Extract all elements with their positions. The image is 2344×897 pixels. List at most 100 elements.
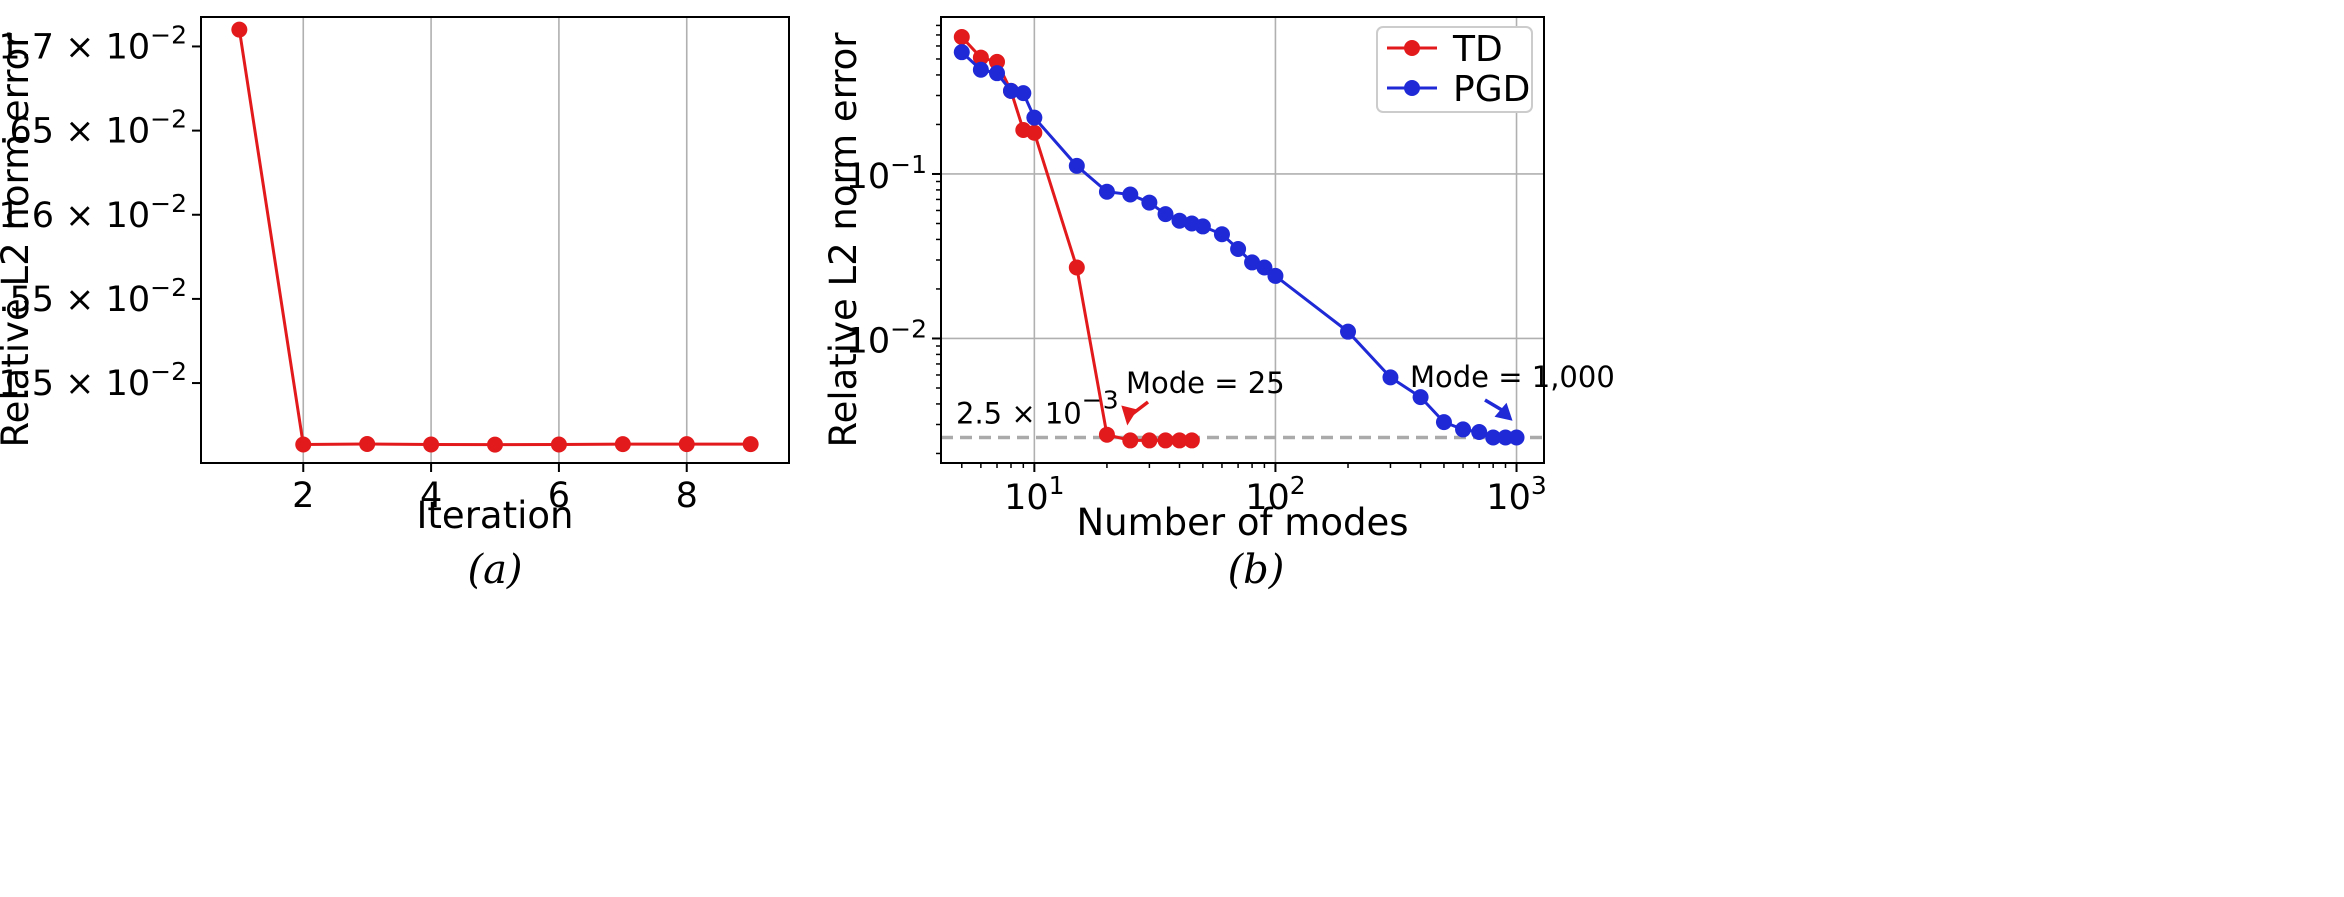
b-data-point-TD-7: [989, 53, 1006, 70]
b-data-point-PGD-25: [1122, 186, 1139, 203]
a-data-point-TD-2: [295, 436, 312, 453]
b-ytick-label-0.1: 10−1: [846, 150, 927, 197]
a-xtick-label-8: 8: [676, 476, 698, 516]
b-xtick-label-100-base: 10: [1245, 478, 1290, 518]
b-xtick-label-1000-exp: 3: [1531, 471, 1547, 500]
b-data-point-PGD-15: [1068, 157, 1085, 174]
b-data-point-PGD-7: [989, 65, 1006, 82]
a-ytick-label-0-base: 1.5 × 10: [0, 364, 150, 404]
b-data-point-PGD-50: [1194, 218, 1211, 235]
b-ytick-label-0.01-base: 10: [846, 321, 891, 361]
b-data-point-PGD-8: [1002, 82, 1019, 99]
a-ytick-label-2-base: 1.6 × 10: [0, 196, 150, 236]
b-data-point-PGD-10: [1026, 109, 1043, 126]
b-data-point-PGD-30: [1141, 194, 1158, 211]
b-plot-frame: [940, 16, 1545, 464]
a-ytick-label-0-exp: −2: [150, 357, 187, 386]
b-data-point-PGD-60: [1213, 226, 1230, 243]
a-ytick-label-3-exp: −2: [150, 105, 187, 134]
b-legend-label-PGD: PGD: [1453, 69, 1530, 110]
a-data-point-TD-4: [423, 436, 440, 453]
a-x-axis-label: Iteration: [417, 494, 574, 537]
b-data-point-PGD-100: [1267, 267, 1284, 284]
b-data-point-PGD-9: [1015, 85, 1032, 102]
a-plot-frame: [200, 16, 790, 464]
b-data-point-PGD-200: [1340, 323, 1357, 340]
b-data-point-PGD-800: [1485, 429, 1502, 446]
b-ytick-label-0.1-base: 10: [846, 157, 891, 197]
a-data-point-TD-8: [678, 436, 695, 453]
b-data-point-TD-30: [1141, 432, 1158, 449]
b-data-point-PGD-400: [1412, 389, 1429, 406]
b-ytick-label-0.01-exp: −2: [890, 314, 927, 343]
b-data-point-TD-35: [1157, 432, 1174, 449]
b-data-point-PGD-700: [1471, 424, 1488, 441]
a-data-point-TD-9: [742, 436, 759, 453]
b-x-axis-label: Number of modes: [1076, 501, 1408, 544]
b-xtick-label-10: 101: [1004, 471, 1064, 518]
b-data-point-TD-25: [1122, 432, 1139, 449]
b-data-point-PGD-35: [1157, 206, 1174, 223]
b-caption: (b): [1228, 547, 1285, 593]
b-data-point-TD-5: [953, 29, 970, 46]
b-data-point-PGD-70: [1230, 240, 1247, 257]
a-ytick-label-3-base: 1.65 × 10: [0, 112, 150, 152]
a-ytick-label-4-base: 1.7 × 10: [0, 27, 150, 67]
b-data-point-PGD-5: [953, 44, 970, 61]
b-data-point-TD-10: [1026, 124, 1043, 141]
b-data-point-TD-20: [1098, 426, 1115, 443]
a-xtick-label-6: 6: [548, 476, 570, 516]
b-series-line-PGD: [960, 51, 1517, 440]
b-data-point-PGD-80: [1244, 254, 1261, 271]
b-xtick-label-1000-base: 10: [1486, 478, 1531, 518]
a-series-line-TD: [237, 29, 751, 447]
b-reference-label: 2.5 × 10−3: [956, 386, 1119, 431]
a-ytick-label-1-exp: −2: [150, 273, 187, 302]
b-data-point-PGD-1000: [1508, 429, 1525, 446]
b-annotation-td: Mode = 25: [1126, 366, 1285, 400]
a-xtick-label-2: 2: [292, 476, 314, 516]
b-reference-label-base: 2.5 × 10: [956, 397, 1082, 431]
b-legend-label-TD: TD: [1452, 29, 1503, 70]
b-data-point-PGD-900: [1497, 429, 1514, 446]
a-ytick-label-4-exp: −2: [150, 20, 187, 49]
b-annotation-pgd: Mode = 1,000: [1410, 360, 1615, 394]
a-ytick-label-1-base: 1.55 × 10: [0, 280, 150, 320]
b-data-point-PGD-40: [1171, 212, 1188, 229]
b-xtick-label-1000: 103: [1486, 471, 1546, 518]
b-xtick-label-100-exp: 2: [1290, 471, 1306, 500]
b-data-point-PGD-300: [1382, 369, 1399, 386]
a-data-point-TD-1: [231, 21, 248, 38]
b-xtick-label-10-base: 10: [1004, 478, 1049, 518]
b-legend-marker-TD: [1404, 40, 1420, 56]
b-data-point-TD-45: [1183, 432, 1200, 449]
a-ytick-label-1: 1.55 × 10−2: [0, 273, 187, 320]
b-data-point-TD-6: [972, 49, 989, 66]
b-data-point-PGD-500: [1435, 414, 1452, 431]
a-ytick-label-3: 1.65 × 10−2: [0, 105, 187, 152]
a-y-axis-label: Relative L2 norm error: [0, 32, 37, 448]
b-y-axis-label: Relative L2 norm error: [822, 32, 865, 448]
a-xtick-label-4: 4: [420, 476, 442, 516]
a-data-point-TD-5: [487, 436, 503, 453]
b-ytick-label-0.01: 10−2: [846, 314, 927, 361]
a-data-point-TD-7: [614, 436, 631, 453]
a-ytick-label-4: 1.7 × 10−2: [0, 20, 187, 67]
b-data-point-TD-40: [1171, 432, 1188, 449]
b-data-point-PGD-20: [1098, 183, 1115, 200]
a-ytick-label-2: 1.6 × 10−2: [0, 189, 187, 236]
b-xtick-label-10-exp: 1: [1049, 471, 1065, 500]
a-data-point-TD-6: [550, 436, 567, 453]
b-legend-marker-PGD: [1404, 80, 1420, 96]
b-data-point-TD-15: [1068, 259, 1085, 276]
b-data-point-PGD-6: [972, 61, 989, 78]
b-annotation-td-arrowhead: [1121, 405, 1138, 426]
a-caption: (a): [467, 547, 522, 593]
b-xtick-label-100: 102: [1245, 471, 1305, 518]
b-annotation-pgd-arrowhead: [1494, 402, 1513, 421]
a-ytick-label-0: 1.5 × 10−2: [0, 357, 187, 404]
b-ytick-label-0.1-exp: −1: [890, 150, 927, 179]
b-data-point-PGD-90: [1256, 259, 1273, 276]
a-ytick-label-2-exp: −2: [150, 189, 187, 218]
